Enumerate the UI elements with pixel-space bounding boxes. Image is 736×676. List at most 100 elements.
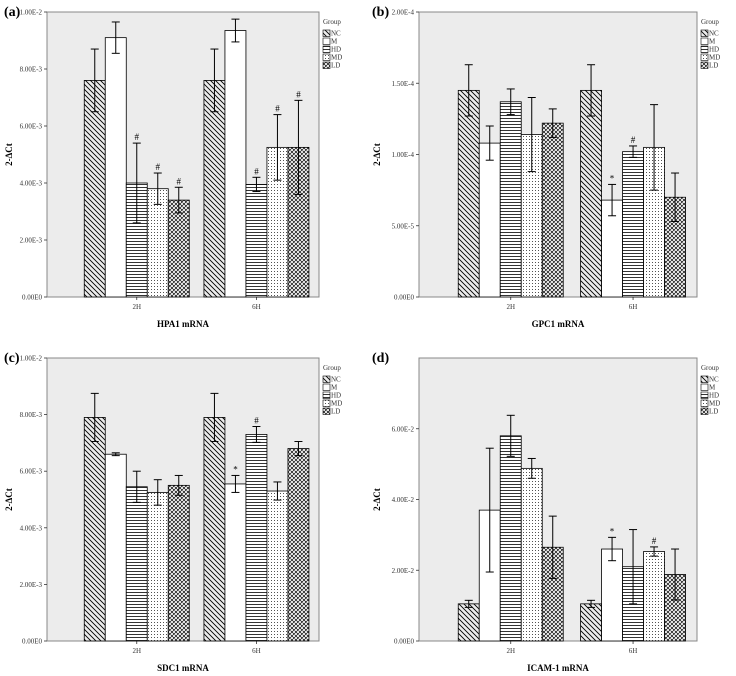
legend-title: Group xyxy=(323,364,341,372)
legend-label-ld: LD xyxy=(331,62,340,70)
panel-label: (b) xyxy=(372,5,389,20)
y-tick-label: 4.00E-2 xyxy=(392,496,415,504)
x-tick-label: 2H xyxy=(506,303,515,311)
x-axis-label: HPA1 mRNA xyxy=(157,319,210,329)
panel-label: (d) xyxy=(372,351,389,366)
bar-md-2h xyxy=(520,467,543,642)
legend-swatch-m xyxy=(700,383,709,391)
chart-panel-sdc1-mrna: (c) 0.00E0 2.00E-3 4.00E-3 6.00E-3 8.00E-3 1.0… xyxy=(4,351,342,673)
y-tick-label: 4.00E-3 xyxy=(20,524,43,532)
x-tick-label: 6H xyxy=(252,647,261,655)
bar-md-6h xyxy=(266,490,289,642)
legend-label-ld: LD xyxy=(709,62,718,70)
legend-label-nc: NC xyxy=(709,376,719,384)
significance-mark: # xyxy=(177,176,182,186)
y-tick-label: 2.00E-4 xyxy=(392,9,415,17)
y-tick-label: 0.00E0 xyxy=(22,294,43,302)
chart-panel-gpc1-mrna: (b) 0.00E0 5.00E-5 1.00E-4 1.50E-4 2.00E-4 2-Δ… xyxy=(372,5,720,329)
legend-label-ld: LD xyxy=(709,408,718,416)
x-tick-label: 2H xyxy=(132,647,141,655)
significance-mark: # xyxy=(275,104,280,114)
legend-label-nc: NC xyxy=(331,376,341,384)
significance-mark: # xyxy=(254,415,259,425)
bar-ld-2h xyxy=(167,484,190,642)
y-axis-label: 2-ΔCt xyxy=(4,488,14,511)
y-tick-label: 4.00E-3 xyxy=(20,180,43,188)
bar-hd-2h xyxy=(499,101,522,298)
significance-mark: * xyxy=(610,526,615,536)
bar-hd-6h xyxy=(622,151,644,298)
legend-swatch-ld xyxy=(700,407,709,415)
significance-mark: # xyxy=(156,162,161,172)
legend-label-hd: HD xyxy=(331,46,341,54)
bar-nc-2h xyxy=(83,417,106,642)
bar-md-2h xyxy=(146,188,169,298)
legend-swatch-m xyxy=(322,383,331,391)
x-tick-label: 6H xyxy=(252,303,261,311)
legend-label-hd: HD xyxy=(331,392,341,400)
y-tick-label: 0.00E0 xyxy=(22,638,43,646)
panel-label: (a) xyxy=(4,5,21,20)
y-tick-label: 2.00E-2 xyxy=(392,567,415,575)
y-axis-label: 2-ΔCt xyxy=(4,143,14,166)
bar-m-6h xyxy=(224,483,247,642)
legend-swatch-m xyxy=(322,37,331,45)
significance-mark: * xyxy=(233,464,238,474)
bar-hd-2h xyxy=(499,435,522,642)
chart-panel-icam-1-mrna: (d) 0.00E0 2.00E-2 4.00E-2 6.00E-2 2-ΔCt ICAM-… xyxy=(372,351,720,673)
y-tick-label: 1.00E-2 xyxy=(20,9,43,17)
bar-nc-6h xyxy=(203,417,226,642)
y-tick-label: 8.00E-3 xyxy=(20,411,43,419)
y-tick-label: 6.00E-2 xyxy=(392,425,415,433)
legend-label-m: M xyxy=(709,38,716,46)
legend-label-ld: LD xyxy=(331,408,340,416)
y-tick-label: 0.00E0 xyxy=(394,638,415,646)
bar-m-2h xyxy=(104,37,127,298)
bar-nc-6h xyxy=(203,80,226,298)
y-tick-label: 2.00E-3 xyxy=(20,581,43,589)
x-axis-label: SDC1 mRNA xyxy=(157,663,209,673)
y-tick-label: 5.00E-5 xyxy=(392,222,415,230)
bar-ld-2h xyxy=(541,122,564,298)
bar-nc-2h xyxy=(457,89,480,298)
bar-m-2h xyxy=(478,142,501,298)
y-axis-label: 2-ΔCt xyxy=(372,143,382,166)
y-tick-label: 1.00E-2 xyxy=(20,355,43,363)
bar-hd-2h xyxy=(125,486,148,642)
panel-label: (c) xyxy=(4,351,20,366)
chart-panel-hpa1-mrna: (a) 0.00E0 2.00E-3 4.00E-3 6.00E-3 8.00E-3 1.0… xyxy=(4,5,342,329)
bar-nc-6h xyxy=(580,603,602,642)
bar-m-2h xyxy=(104,453,127,642)
y-tick-label: 0.00E0 xyxy=(394,294,415,302)
legend-label-m: M xyxy=(331,38,338,46)
y-tick-label: 6.00E-3 xyxy=(20,123,43,131)
legend-title: Group xyxy=(701,18,719,26)
legend-swatch-m xyxy=(700,37,709,45)
legend-swatch-hd xyxy=(322,45,331,53)
bar-m-6h xyxy=(224,30,247,298)
y-tick-label: 1.50E-4 xyxy=(392,80,415,88)
legend-swatch-hd xyxy=(700,391,709,399)
legend-swatch-md xyxy=(322,399,331,407)
y-tick-label: 8.00E-3 xyxy=(20,66,43,74)
bar-md-2h xyxy=(146,492,169,642)
bar-nc-6h xyxy=(580,89,602,298)
y-tick-label: 2.00E-3 xyxy=(20,237,43,245)
bar-hd-6h xyxy=(245,434,268,642)
bar-nc-2h xyxy=(83,80,106,298)
significance-mark: # xyxy=(254,166,259,176)
x-tick-label: 2H xyxy=(506,647,515,655)
legend-swatch-md xyxy=(700,53,709,61)
legend-label-nc: NC xyxy=(331,30,341,38)
legend-swatch-ld xyxy=(322,407,331,415)
bar-ld-2h xyxy=(167,199,190,298)
legend-label-m: M xyxy=(709,384,716,392)
legend-swatch-nc xyxy=(322,29,331,37)
legend-swatch-ld xyxy=(700,61,709,69)
y-tick-label: 6.00E-3 xyxy=(20,468,43,476)
legend-label-md: MD xyxy=(331,400,342,408)
legend-label-hd: HD xyxy=(709,46,719,54)
x-axis-label: GPC1 mRNA xyxy=(532,319,585,329)
legend-label-hd: HD xyxy=(709,392,719,400)
